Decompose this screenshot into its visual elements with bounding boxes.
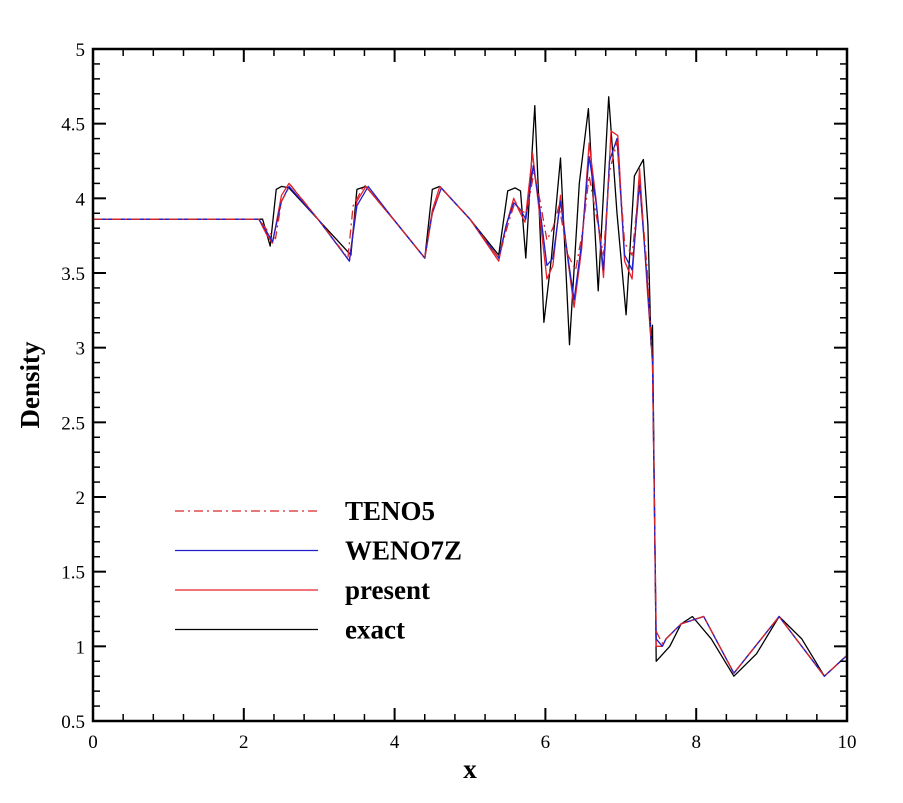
x-tick-label: 2 xyxy=(239,732,249,753)
ticks-layer xyxy=(92,48,848,722)
y-tick-label: 2.5 xyxy=(61,413,85,434)
x-tick-label: 8 xyxy=(691,732,701,753)
x-tick-label: 0 xyxy=(88,732,98,753)
legend-label-teno5: TENO5 xyxy=(345,496,435,526)
y-tick-label: 4 xyxy=(76,189,86,210)
series-line-weno7z xyxy=(93,137,848,677)
x-axis-title: x xyxy=(463,754,477,784)
y-tick-label: 1.5 xyxy=(61,563,85,584)
y-tick-label: 4.5 xyxy=(61,115,85,136)
legend-label-present: present xyxy=(345,575,430,605)
y-tick-label: 0.5 xyxy=(61,712,85,733)
plot-frame xyxy=(91,47,849,723)
legend-label-weno7z: WENO7Z xyxy=(345,536,462,566)
y-tick-label: 1 xyxy=(76,637,86,658)
x-tick-label: 4 xyxy=(390,732,400,753)
y-axis-title: Density xyxy=(15,341,45,428)
y-tick-label: 5 xyxy=(76,40,86,61)
legend-label-exact: exact xyxy=(345,615,405,645)
series-line-teno5 xyxy=(93,140,848,677)
series-layer xyxy=(93,96,848,677)
y-tick-label: 3 xyxy=(76,339,86,360)
tick-labels: 0 2 4 6 8 10 0.5 1 1.5 2 2.5 3 3.5 4 4.5 5 xyxy=(61,40,856,753)
legend: TENO5 WENO7Z present exact xyxy=(175,496,462,645)
x-tick-label: 6 xyxy=(541,732,551,753)
x-tick-label: 10 xyxy=(838,732,857,753)
y-tick-label: 2 xyxy=(76,488,86,509)
y-tick-label: 3.5 xyxy=(61,264,85,285)
